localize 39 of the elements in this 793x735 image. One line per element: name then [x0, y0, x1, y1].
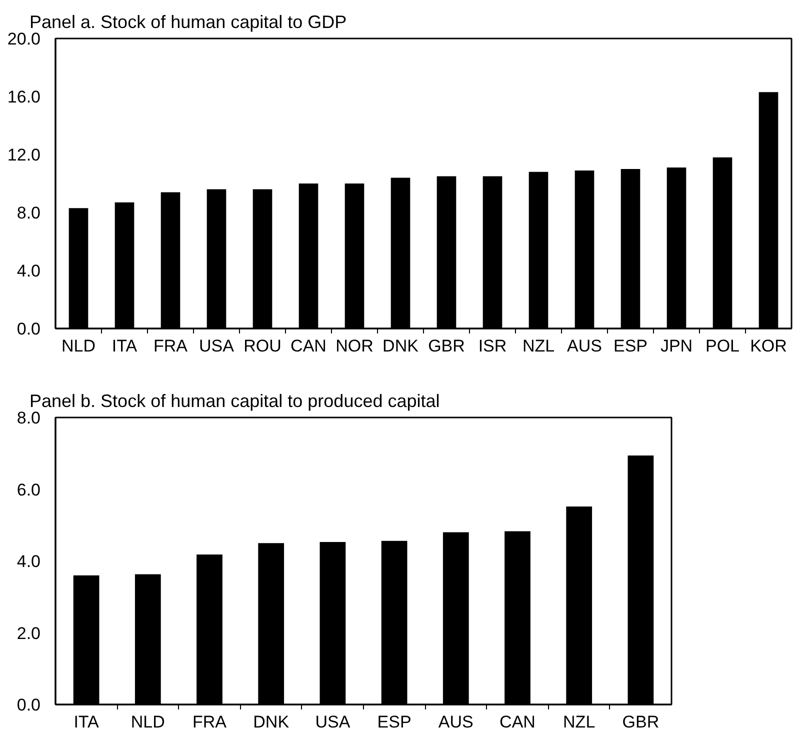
- x-tick-label: DNK: [382, 336, 420, 356]
- x-tick-label: NZL: [563, 712, 596, 732]
- x-tick-label: AUS: [567, 336, 602, 356]
- x-tick-label: GBR: [622, 712, 660, 732]
- x-tick-label: KOR: [750, 336, 787, 356]
- x-tick-label: DNK: [253, 712, 290, 732]
- x-tick-label: ESP: [377, 712, 412, 732]
- y-tick-label: 0.0: [16, 696, 41, 714]
- y-tick-label: 16.0: [7, 88, 41, 106]
- x-tick-label: JPN: [660, 336, 693, 356]
- x-tick-label: POL: [705, 336, 740, 356]
- y-tick-label: 20.0: [7, 30, 41, 48]
- y-tick-label: 4.0: [16, 552, 41, 571]
- y-tick-label: 4.0: [16, 262, 41, 280]
- x-tick-label: USA: [315, 712, 351, 732]
- x-tick-label: FRA: [154, 336, 188, 356]
- y-tick-label: 6.0: [16, 480, 41, 500]
- chart-title: Panel b. Stock of human capital to produced capital: [30, 391, 440, 411]
- x-tick-label: USA: [199, 336, 235, 356]
- x-tick-label: FRA: [192, 712, 228, 732]
- x-tick-label: NLD: [130, 712, 165, 732]
- y-tick-label: 12.0: [7, 146, 41, 164]
- x-tick-label: GBR: [428, 336, 465, 356]
- y-tick-label: 0.0: [16, 320, 41, 338]
- x-tick-label: AUS: [438, 712, 474, 732]
- x-tick-label: ITA: [74, 712, 100, 732]
- y-tick-label: 8.0: [16, 204, 41, 222]
- x-tick-label: NLD: [61, 336, 96, 356]
- x-tick-label: ROU: [244, 336, 282, 356]
- x-tick-label: NZL: [522, 336, 555, 356]
- x-tick-label: CAN: [500, 712, 536, 732]
- x-tick-label: CAN: [290, 336, 326, 356]
- y-tick-label: 2.0: [16, 624, 41, 643]
- y-tick-label: 8.0: [16, 408, 41, 428]
- x-tick-label: ITA: [112, 336, 138, 356]
- x-tick-label: ESP: [613, 336, 648, 356]
- x-tick-label: NOR: [336, 336, 374, 356]
- x-tick-label: ISR: [478, 336, 507, 356]
- chart-title: Panel a. Stock of human capital to GDP: [30, 12, 347, 32]
